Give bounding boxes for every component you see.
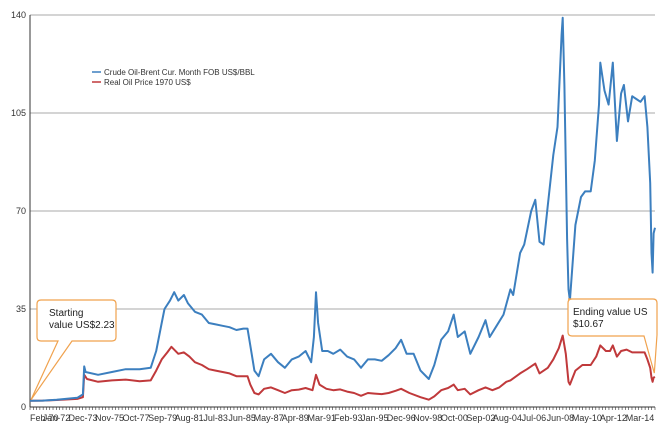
y-tick-label: 105 [11,108,26,118]
x-tick-label: Oct-77 [123,413,150,423]
x-tick-label: May-10 [572,413,602,423]
y-tick-label: 140 [11,10,26,20]
y-tick-label: 70 [16,206,26,216]
legend-label: Crude Oil-Brent Cur. Month FOB US$/BBL [104,68,255,77]
callout-end-box [567,298,658,374]
x-tick-label: Apr-12 [600,413,627,423]
series-lines [29,16,656,402]
y-axis-ticks: 0 35 70 105 140 [11,10,26,412]
x-tick-label: Nov-75 [95,413,124,423]
x-tick-label: Sep-02 [466,413,495,423]
legend-label: Real Oil Price 1970 US$ [104,78,191,87]
x-tick-label: Jul-06 [522,413,547,423]
x-tick-label: Aug-81 [175,413,204,423]
x-tick-label: Dec-73 [69,413,98,423]
x-tick-label: Mar-91 [307,413,336,423]
callout-start-text: Starting [49,308,83,319]
x-tick-label: Apr-89 [282,413,309,423]
x-tick-label: Jul-83 [203,413,228,423]
x-tick-label: Jan-72 [43,413,71,423]
y-tick-label: 35 [16,304,26,314]
x-tick-label: Aug-04 [493,413,522,423]
callout-start-box [30,299,117,401]
axes [29,15,656,410]
callout-end-text: $10.67 [573,319,604,330]
series-line-1 [29,334,656,402]
legend: Crude Oil-Brent Cur. Month FOB US$/BBLRe… [92,68,255,87]
y-tick-label: 0 [21,402,26,412]
x-tick-label: Jun-85 [228,413,256,423]
x-axis-ticks: Feb-70Jan-72Dec-73Nov-75Oct-77Sep-79Aug-… [30,413,654,423]
x-tick-label: Nov-98 [413,413,442,423]
gridlines [30,14,655,310]
x-tick-label: Oct-00 [441,413,468,423]
x-tick-label: Mar-14 [626,413,655,423]
series-line-0 [29,16,656,402]
x-tick-label: Jun-08 [547,413,575,423]
callout-end-text: Ending value US [573,307,648,318]
x-tick-label: May-87 [254,413,284,423]
x-tick-label: Dec-96 [387,413,416,423]
x-tick-label: Sep-79 [148,413,177,423]
x-tick-label: Feb-93 [334,413,363,423]
x-tick-label: Feb-70 [30,413,59,423]
callout-start-text: value US$2.23 [49,320,115,331]
x-tick-label: Jan-95 [361,413,389,423]
